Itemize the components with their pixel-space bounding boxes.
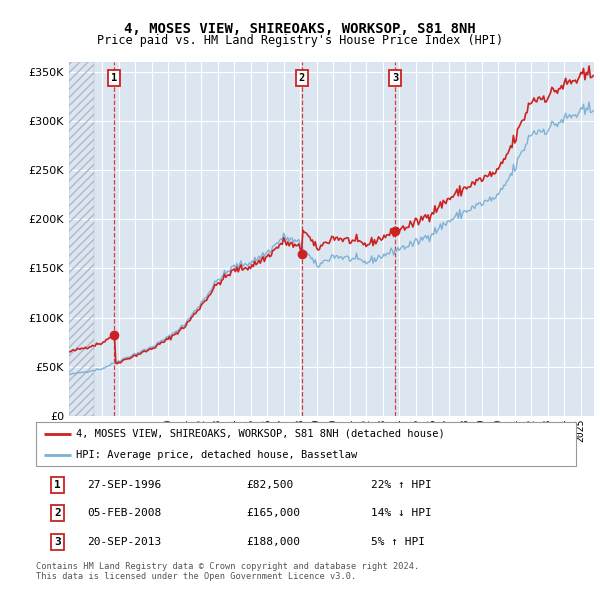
Text: Contains HM Land Registry data © Crown copyright and database right 2024.: Contains HM Land Registry data © Crown c… <box>36 562 419 571</box>
Text: 27-SEP-1996: 27-SEP-1996 <box>88 480 161 490</box>
Text: £188,000: £188,000 <box>247 537 301 546</box>
Text: HPI: Average price, detached house, Bassetlaw: HPI: Average price, detached house, Bass… <box>77 450 358 460</box>
FancyBboxPatch shape <box>36 422 576 466</box>
Bar <box>69 62 94 416</box>
Text: 22% ↑ HPI: 22% ↑ HPI <box>371 480 431 490</box>
Text: 1: 1 <box>54 480 61 490</box>
Bar <box>69 62 94 416</box>
Text: 20-SEP-2013: 20-SEP-2013 <box>88 537 161 546</box>
Text: Price paid vs. HM Land Registry's House Price Index (HPI): Price paid vs. HM Land Registry's House … <box>97 34 503 47</box>
Text: 3: 3 <box>54 537 61 546</box>
Text: 3: 3 <box>392 73 398 83</box>
Text: 5% ↑ HPI: 5% ↑ HPI <box>371 537 425 546</box>
Text: 1: 1 <box>111 73 118 83</box>
Text: £165,000: £165,000 <box>247 509 301 518</box>
Text: 2: 2 <box>299 73 305 83</box>
Text: 4, MOSES VIEW, SHIREOAKS, WORKSOP, S81 8NH: 4, MOSES VIEW, SHIREOAKS, WORKSOP, S81 8… <box>124 22 476 37</box>
Text: £82,500: £82,500 <box>247 480 294 490</box>
Text: 2: 2 <box>54 509 61 518</box>
Text: 05-FEB-2008: 05-FEB-2008 <box>88 509 161 518</box>
Text: This data is licensed under the Open Government Licence v3.0.: This data is licensed under the Open Gov… <box>36 572 356 581</box>
Text: 14% ↓ HPI: 14% ↓ HPI <box>371 509 431 518</box>
Text: 4, MOSES VIEW, SHIREOAKS, WORKSOP, S81 8NH (detached house): 4, MOSES VIEW, SHIREOAKS, WORKSOP, S81 8… <box>77 429 445 439</box>
